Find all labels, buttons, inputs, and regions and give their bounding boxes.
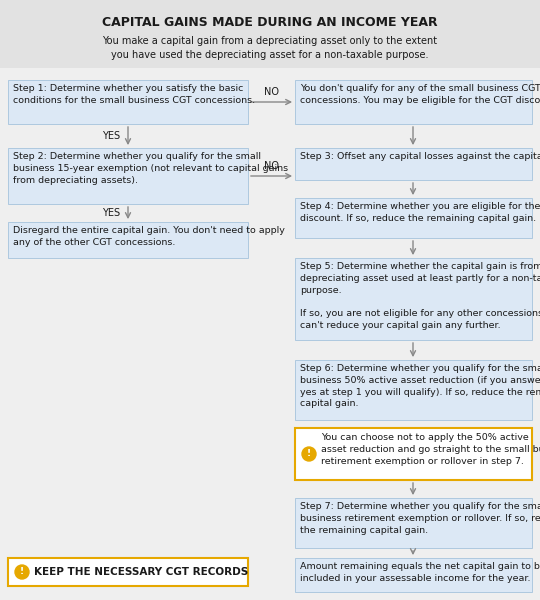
Text: Step 1: Determine whether you satisfy the basic
conditions for the small busines: Step 1: Determine whether you satisfy th… xyxy=(13,84,255,105)
Bar xyxy=(295,428,532,480)
Bar xyxy=(295,498,532,548)
Bar xyxy=(295,558,532,592)
Bar xyxy=(8,222,248,258)
Bar xyxy=(8,80,248,124)
Text: KEEP THE NECESSARY CGT RECORDS: KEEP THE NECESSARY CGT RECORDS xyxy=(34,567,248,577)
Bar xyxy=(295,148,532,180)
Circle shape xyxy=(302,447,316,461)
Bar xyxy=(295,198,532,238)
Text: Step 4: Determine whether you are eligible for the CGT
discount. If so, reduce t: Step 4: Determine whether you are eligib… xyxy=(300,202,540,223)
Text: NO: NO xyxy=(264,87,279,97)
Text: YES: YES xyxy=(102,131,120,141)
Bar xyxy=(0,0,540,68)
Text: Step 6: Determine whether you qualify for the small
business 50% active asset re: Step 6: Determine whether you qualify fo… xyxy=(300,364,540,409)
Text: Step 3: Offset any capital losses against the capital gain.: Step 3: Offset any capital losses agains… xyxy=(300,152,540,161)
Text: You can choose not to apply the 50% active
asset reduction and go straight to th: You can choose not to apply the 50% acti… xyxy=(321,433,540,466)
Bar xyxy=(295,258,532,340)
Bar xyxy=(8,148,248,204)
Bar xyxy=(295,80,532,124)
Text: NO: NO xyxy=(264,161,279,171)
Text: Disregard the entire capital gain. You don't need to apply
any of the other CGT : Disregard the entire capital gain. You d… xyxy=(13,226,285,247)
Text: CAPITAL GAINS MADE DURING AN INCOME YEAR: CAPITAL GAINS MADE DURING AN INCOME YEAR xyxy=(102,16,438,28)
Bar xyxy=(8,558,248,586)
Text: YES: YES xyxy=(102,208,120,218)
Bar xyxy=(295,360,532,420)
Text: Amount remaining equals the net capital gain to be
included in your assessable i: Amount remaining equals the net capital … xyxy=(300,562,540,583)
Text: Step 2: Determine whether you qualify for the small
business 15-year exemption (: Step 2: Determine whether you qualify fo… xyxy=(13,152,288,185)
Text: Step 7: Determine whether you qualify for the small
business retirement exemptio: Step 7: Determine whether you qualify fo… xyxy=(300,502,540,535)
Text: !: ! xyxy=(20,568,24,577)
Circle shape xyxy=(15,565,29,579)
Text: Step 5: Determine whether the capital gain is from a
depreciating asset used at : Step 5: Determine whether the capital ga… xyxy=(300,262,540,330)
Text: You make a capital gain from a depreciating asset only to the extent
you have us: You make a capital gain from a depreciat… xyxy=(103,36,437,60)
Text: You don't qualify for any of the small business CGT
concessions. You may be elig: You don't qualify for any of the small b… xyxy=(300,84,540,105)
Text: !: ! xyxy=(307,449,311,458)
